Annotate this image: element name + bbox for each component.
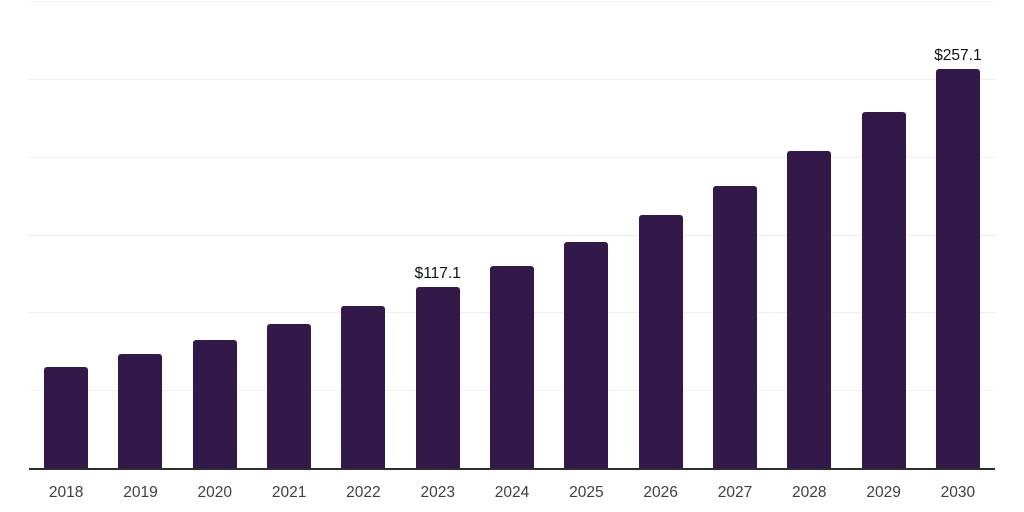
gridline [29, 234, 995, 236]
bar-column [475, 2, 549, 469]
bar-column [549, 2, 623, 469]
x-tick-label: 2020 [197, 484, 233, 501]
bar [44, 366, 89, 469]
x-tick-label: 2029 [866, 484, 901, 501]
x-axis-line [29, 468, 995, 470]
bar [415, 286, 460, 469]
bar-column [252, 2, 326, 469]
x-tick-label: 2030 [940, 484, 976, 501]
bar-column [698, 2, 772, 469]
plot-area: $117.1 $257.1 [29, 1, 995, 470]
x-tick-label: 2027 [717, 484, 753, 501]
x-tick-label: 2019 [123, 484, 158, 501]
x-tick-label: 2023 [420, 484, 455, 501]
bar-column: $117.1 [401, 2, 475, 469]
bar [490, 266, 535, 469]
bar-column [178, 2, 252, 469]
bar-value-label: $257.1 [934, 46, 982, 64]
bar [341, 305, 386, 469]
bar-value-label: $117.1 [414, 264, 461, 282]
gridline [29, 1, 995, 2]
bar-column [326, 2, 400, 469]
bar-column [772, 2, 846, 469]
bar-column [29, 2, 103, 469]
bar [564, 242, 609, 469]
x-tick-label: 2026 [643, 484, 678, 501]
bar-column [103, 2, 177, 469]
bar-columns: $117.1 $257.1 [29, 2, 995, 469]
x-tick-label: 2018 [48, 484, 84, 501]
x-tick-label: 2021 [271, 484, 307, 501]
bar [787, 151, 832, 469]
x-axis-tick-labels: 2018 2019 2020 2021 2022 2023 2024 2025 2026 2027… [29, 484, 995, 502]
bar [861, 112, 906, 469]
gridline [29, 156, 995, 158]
bar [935, 68, 980, 469]
bar-column: $257.1 [921, 2, 995, 469]
x-tick-label: 2024 [494, 484, 530, 501]
bar [118, 354, 163, 469]
bar-column [846, 2, 920, 469]
x-tick-label: 2028 [792, 484, 827, 501]
x-tick-label: 2022 [346, 484, 381, 501]
bar [638, 215, 683, 469]
bar [267, 324, 312, 469]
bar [192, 340, 237, 469]
x-tick-label: 2025 [569, 484, 604, 501]
gridline [29, 78, 995, 80]
bar [712, 185, 757, 469]
bar-column [624, 2, 698, 469]
